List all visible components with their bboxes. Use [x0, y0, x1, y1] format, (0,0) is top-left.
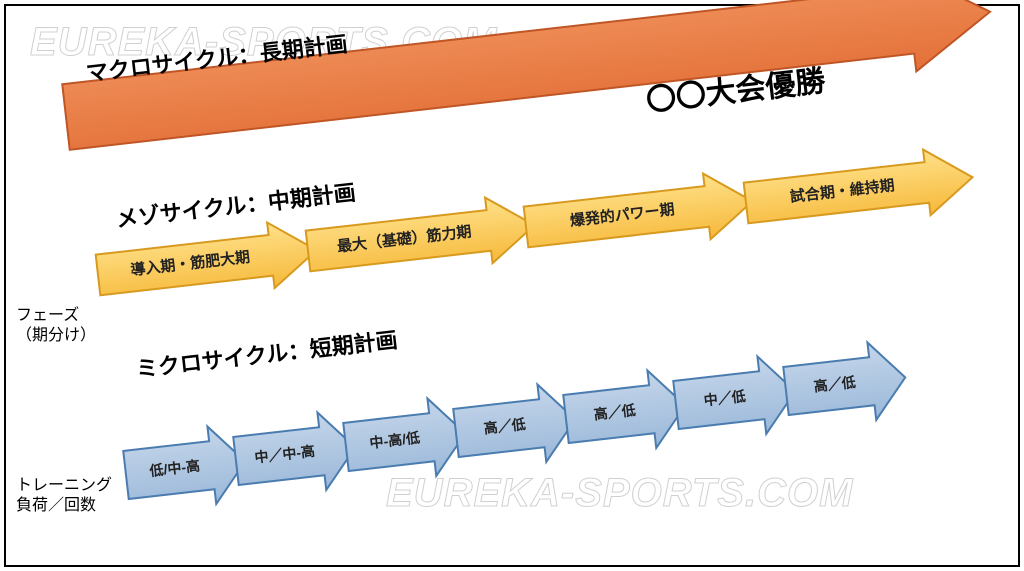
micro-arrow-2: 中-高/低 — [346, 408, 470, 490]
micro-arrow-5: 中／低 — [676, 366, 800, 448]
meso-arrow-1: 最大（基礎）筋力期 — [308, 218, 540, 288]
micro-arrow-3: 高／低 — [456, 394, 580, 476]
micro-arrow-6: 高／低 — [786, 352, 910, 434]
meso-arrow-2: 爆発的パワー期 — [526, 194, 758, 264]
micro-arrow-1: 中／中-高 — [236, 422, 360, 504]
micro-title: ミクロサイクル：短期計画 — [134, 322, 399, 384]
micro-side-label: トレーニング 負荷／回数 — [16, 476, 112, 516]
micro-arrow-4: 高／低 — [566, 380, 690, 462]
diagram-frame: EUREKA-SPORTS.COM EUREKA-SPORTS.COM マクロサ… — [4, 4, 1020, 567]
micro-arrow-0: 低/中-高 — [126, 436, 250, 518]
meso-side-label: フェーズ （期分け） — [16, 306, 96, 346]
meso-arrow-3: 試合期・維持期 — [746, 170, 978, 240]
meso-arrow-0: 導入期・筋肥大期 — [98, 242, 322, 312]
